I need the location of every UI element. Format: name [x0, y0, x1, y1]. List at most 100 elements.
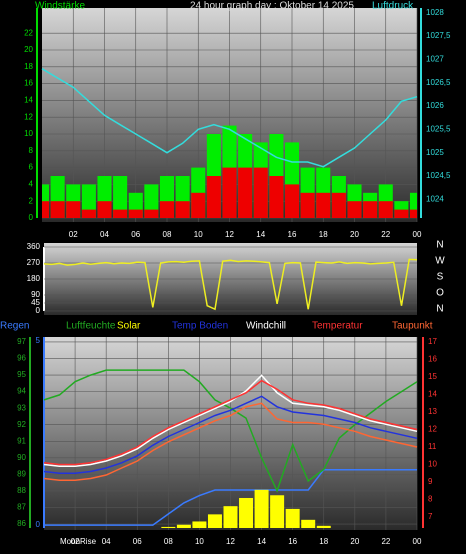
y2-tick-label: 13 — [428, 407, 437, 416]
compass-label: S — [437, 272, 444, 283]
x-tick-label: 06 — [133, 537, 142, 546]
legend-entry: Regen — [0, 321, 29, 332]
bar — [192, 521, 207, 528]
y-tick-label: 22 — [24, 28, 33, 37]
bar — [331, 192, 346, 218]
y2-tick-label: 17 — [428, 337, 437, 346]
y-tick-label: 180 — [27, 274, 41, 283]
bar — [144, 209, 159, 218]
legend-entry: Temp Boden — [172, 321, 228, 332]
bar — [363, 201, 378, 218]
x-tick-label: 02 — [69, 230, 78, 239]
series-line — [41, 68, 418, 168]
legend-entry: Solar — [117, 321, 141, 332]
y-tick-label: 93 — [17, 403, 26, 412]
y-tick-label: 20 — [24, 45, 33, 54]
x-tick-label: 02 — [71, 537, 80, 546]
x-tick-label: 12 — [226, 537, 235, 546]
y2-tick-label: 9 — [428, 477, 433, 486]
bar — [409, 209, 417, 218]
bar — [284, 184, 300, 218]
bar — [161, 526, 176, 528]
bar — [285, 508, 300, 528]
series-line — [43, 395, 418, 475]
bar — [42, 201, 50, 218]
bar — [300, 192, 315, 218]
x-tick-label: 14 — [257, 537, 266, 546]
series-line — [44, 468, 417, 526]
y-tick-label: 12 — [24, 112, 33, 121]
x-tick-label: 14 — [256, 230, 265, 239]
bar — [254, 489, 269, 528]
y-tick-label: 4 — [29, 180, 34, 189]
y-tick-label: 2 — [29, 196, 34, 205]
bar — [222, 167, 237, 218]
x-tick-label: 18 — [319, 230, 328, 239]
compass-label: O — [436, 288, 444, 299]
compass-label: N — [436, 304, 443, 315]
y-tick-label: 0 — [29, 213, 34, 222]
y-tick-label: 91 — [17, 436, 26, 445]
bar — [206, 176, 221, 218]
x-tick-label: 16 — [288, 537, 297, 546]
y3-tick-label: 5 — [36, 336, 41, 345]
x-tick-label: 10 — [194, 230, 203, 239]
y2-tick-label: 1027 — [426, 54, 444, 63]
bar — [316, 192, 331, 218]
chart-title: 24 hour graph day : Oktober 14 2025 — [190, 1, 354, 12]
y-tick-label: 95 — [17, 370, 26, 379]
bar — [394, 209, 409, 218]
x-tick-label: 08 — [164, 537, 173, 546]
bar — [113, 176, 128, 218]
legend-entry: Windchill — [246, 321, 286, 332]
bar — [97, 201, 112, 218]
y2-tick-label: 14 — [428, 390, 437, 399]
compass-label: N — [436, 240, 443, 251]
y2-tick-label: 1026,5 — [426, 78, 451, 87]
y2-tick-label: 11 — [428, 442, 437, 451]
bar — [223, 506, 238, 528]
y-tick-label: 92 — [17, 420, 26, 429]
x-tick-label: 16 — [288, 230, 297, 239]
y2-tick-label: 1027,5 — [426, 31, 451, 40]
bar — [191, 192, 206, 218]
y-tick-label: 14 — [24, 96, 33, 105]
y-tick-label: 270 — [27, 258, 41, 267]
x-tick-label: 06 — [131, 230, 140, 239]
x-tick-label: 00 — [413, 537, 422, 546]
compass-label: W — [435, 256, 445, 267]
bar — [239, 497, 254, 528]
x-tick-label: 00 — [413, 230, 422, 239]
bar — [66, 201, 81, 218]
x-tick-label: 12 — [225, 230, 234, 239]
bar — [316, 525, 331, 528]
x-tick-label: 04 — [102, 537, 111, 546]
y2-tick-label: 10 — [428, 460, 437, 469]
legend-entry: Taupunkt — [392, 321, 433, 332]
bar — [409, 192, 417, 218]
bar — [301, 519, 316, 528]
y-tick-label: 0 — [36, 306, 41, 315]
y-tick-label: 86 — [17, 519, 26, 528]
y-tick-label: 360 — [27, 242, 41, 251]
series-line — [43, 379, 418, 466]
bar — [347, 201, 362, 218]
x-tick-label: 22 — [381, 537, 390, 546]
y3-tick-label: 0 — [36, 520, 41, 529]
legend-entry: Luftfeuchte — [66, 321, 116, 332]
y2-axis-label: Luftdruck — [372, 1, 414, 12]
y2-tick-label: 1025,5 — [426, 124, 451, 133]
x-tick-label: 04 — [100, 230, 109, 239]
y-tick-label: 10 — [24, 129, 33, 138]
y-tick-label: 96 — [17, 354, 26, 363]
y-tick-label: 45 — [31, 298, 40, 307]
y2-tick-label: 7 — [428, 512, 433, 521]
bar — [176, 524, 191, 528]
bar — [159, 201, 175, 218]
annotation: MoonRise — [60, 537, 97, 546]
legend-entry: Temperatur — [312, 321, 363, 332]
bar — [128, 209, 143, 218]
y-tick-label: 87 — [17, 503, 26, 512]
y-tick-label: 6 — [29, 163, 34, 172]
